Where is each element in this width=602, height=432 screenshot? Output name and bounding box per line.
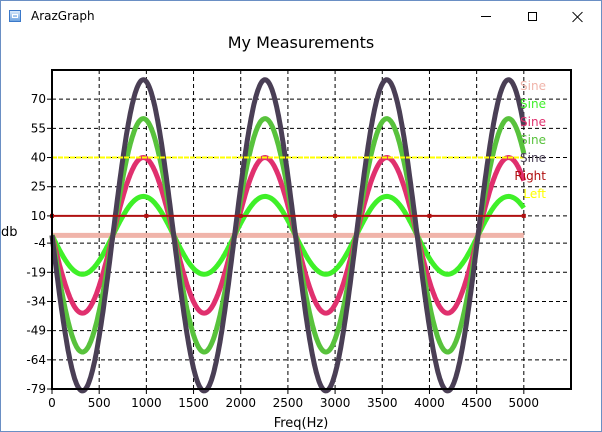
series-marker-right: [427, 213, 432, 218]
y-axis-label: db: [1, 225, 18, 240]
y-tick-label: 40: [31, 151, 46, 165]
x-tick-label: 1000: [131, 396, 162, 410]
title-bar[interactable]: ArazGraph: [1, 1, 601, 32]
minimize-icon: [481, 16, 491, 17]
chart-title: My Measurements: [228, 33, 375, 52]
x-tick-label: 4000: [414, 396, 445, 410]
x-tick-label: 5000: [509, 396, 540, 410]
y-tick-label: -34: [26, 294, 46, 308]
maximize-icon: [527, 12, 537, 21]
app-graph-icon: [9, 10, 21, 22]
y-tick-label: 70: [31, 92, 46, 106]
minimize-button[interactable]: [463, 1, 509, 32]
series-line-sine-40: [49, 155, 527, 316]
series-line-sine-20: [49, 193, 526, 277]
legend-entry: Sine: [520, 97, 546, 111]
legend-entry: Right: [514, 169, 546, 183]
x-tick-label: 4500: [461, 396, 492, 410]
series-marker-right: [144, 213, 149, 218]
maximize-button[interactable]: [509, 1, 555, 32]
y-tick-label: -4: [34, 236, 46, 250]
y-tick-label: -64: [26, 353, 46, 367]
legend-entry: Left: [523, 187, 546, 201]
legend-entry: Sine: [520, 151, 546, 165]
x-tick-label: 500: [88, 396, 111, 410]
window-title: ArazGraph: [31, 9, 95, 23]
y-tick-label: 55: [31, 121, 46, 135]
legend-entry: Sine: [520, 133, 546, 147]
y-tick-label: 10: [31, 209, 46, 223]
x-tick-label: 0: [48, 396, 56, 410]
y-tick-label: -79: [26, 382, 46, 396]
x-axis-label: Freq(Hz): [274, 416, 329, 431]
series-marker-right: [238, 213, 243, 218]
y-tick-label: -49: [26, 324, 46, 338]
y-tick-label: -19: [26, 265, 46, 279]
x-tick-label: 2000: [225, 396, 256, 410]
legend-entry: Sine: [520, 115, 546, 129]
y-tick-label: 25: [31, 180, 46, 194]
x-tick-label: 2500: [273, 396, 304, 410]
series-marker-right: [333, 213, 338, 218]
series-marker-right: [521, 213, 526, 218]
x-tick-label: 3500: [367, 396, 398, 410]
legend-entry: Sine: [520, 79, 546, 93]
plot-frame: [51, 69, 572, 390]
x-tick-label: 3000: [320, 396, 351, 410]
x-tick-label: 1500: [178, 396, 209, 410]
